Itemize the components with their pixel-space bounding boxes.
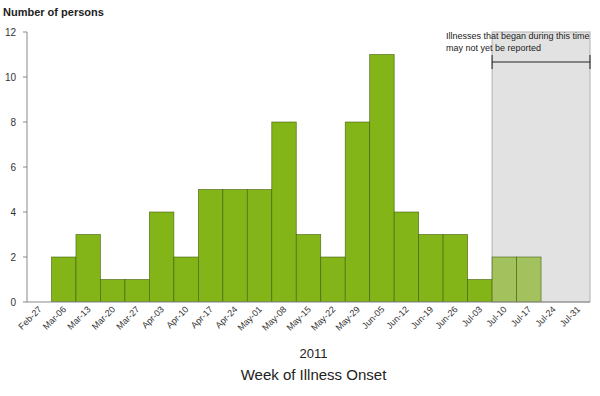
y-tick-label: 2 bbox=[10, 252, 16, 263]
x-tick-label: Mar-13 bbox=[65, 304, 92, 331]
x-tick-label: May-08 bbox=[260, 304, 288, 332]
x-tick-label: Feb-27 bbox=[16, 304, 43, 331]
y-tick bbox=[23, 32, 27, 33]
x-tick-label: Jul-10 bbox=[484, 304, 508, 328]
chart-container: 024681012Feb-27Mar-06Mar-13Mar-20Mar-27A… bbox=[0, 0, 600, 396]
bar bbox=[174, 257, 198, 302]
x-tick-label: Apr-17 bbox=[189, 304, 215, 330]
annotation-bracket bbox=[492, 55, 493, 69]
x-tick-label: Mar-20 bbox=[90, 304, 117, 331]
bar bbox=[443, 235, 467, 303]
bar bbox=[247, 190, 271, 303]
y-tick bbox=[23, 302, 27, 303]
bar bbox=[296, 235, 320, 303]
x-tick-label: Jul-03 bbox=[460, 304, 484, 328]
y-tick-label: 12 bbox=[5, 27, 17, 38]
bar bbox=[370, 55, 394, 303]
x-tick-label: May-01 bbox=[236, 304, 264, 332]
x-tick-label: May-29 bbox=[334, 304, 362, 332]
bar bbox=[76, 235, 100, 303]
y-tick bbox=[23, 122, 27, 123]
x-axis-label: Week of Illness Onset bbox=[241, 366, 387, 383]
bar bbox=[419, 235, 443, 303]
bar bbox=[223, 190, 247, 303]
y-tick-label: 6 bbox=[10, 162, 16, 173]
bar bbox=[321, 257, 345, 302]
y-tick bbox=[23, 212, 27, 213]
bar bbox=[394, 212, 418, 302]
x-tick-label: May-15 bbox=[285, 304, 313, 332]
x-tick-label: Mar-27 bbox=[114, 304, 141, 331]
bar bbox=[468, 280, 492, 303]
bar bbox=[198, 190, 222, 303]
x-tick-label: Jun-05 bbox=[360, 304, 387, 331]
y-tick-label: 0 bbox=[10, 297, 16, 308]
bars bbox=[51, 55, 541, 303]
y-tick-label: 10 bbox=[5, 72, 17, 83]
bar bbox=[125, 280, 149, 303]
bar bbox=[51, 257, 75, 302]
x-tick-label: May-22 bbox=[309, 304, 337, 332]
x-tick-label: Jul-31 bbox=[558, 304, 582, 328]
y-tick-label: 4 bbox=[10, 207, 16, 218]
x-axis bbox=[27, 302, 590, 303]
bar bbox=[100, 280, 124, 303]
y-tick-label: 8 bbox=[10, 117, 16, 128]
y-tick bbox=[23, 77, 27, 78]
x-tick-label: Jun-12 bbox=[384, 304, 411, 331]
y-tick bbox=[23, 167, 27, 168]
bar bbox=[149, 212, 173, 302]
unreported-region bbox=[492, 32, 590, 302]
bar bbox=[517, 257, 541, 302]
x-tick-label: Apr-03 bbox=[140, 304, 166, 330]
x-axis-label: 2011 bbox=[300, 346, 328, 361]
y-axis-label: Number of persons bbox=[3, 6, 104, 18]
annotation-text: may not yet be reported bbox=[446, 43, 541, 53]
annotation-text: Illnesses that began during this time bbox=[446, 31, 590, 41]
x-tick-label: Mar-06 bbox=[41, 304, 68, 331]
annotation-bracket bbox=[590, 55, 591, 69]
bar bbox=[272, 122, 296, 302]
x-tick-label: Jul-17 bbox=[509, 304, 533, 328]
bar bbox=[345, 122, 369, 302]
bar bbox=[492, 257, 516, 302]
x-tick-label: Jun-26 bbox=[433, 304, 460, 331]
chart-svg: 024681012Feb-27Mar-06Mar-13Mar-20Mar-27A… bbox=[0, 0, 600, 396]
x-tick-label: Apr-10 bbox=[164, 304, 190, 330]
annotation-bracket bbox=[492, 62, 590, 63]
y-tick bbox=[23, 257, 27, 258]
x-tick-label: Jul-24 bbox=[533, 304, 557, 328]
x-tick-label: Jun-19 bbox=[409, 304, 436, 331]
